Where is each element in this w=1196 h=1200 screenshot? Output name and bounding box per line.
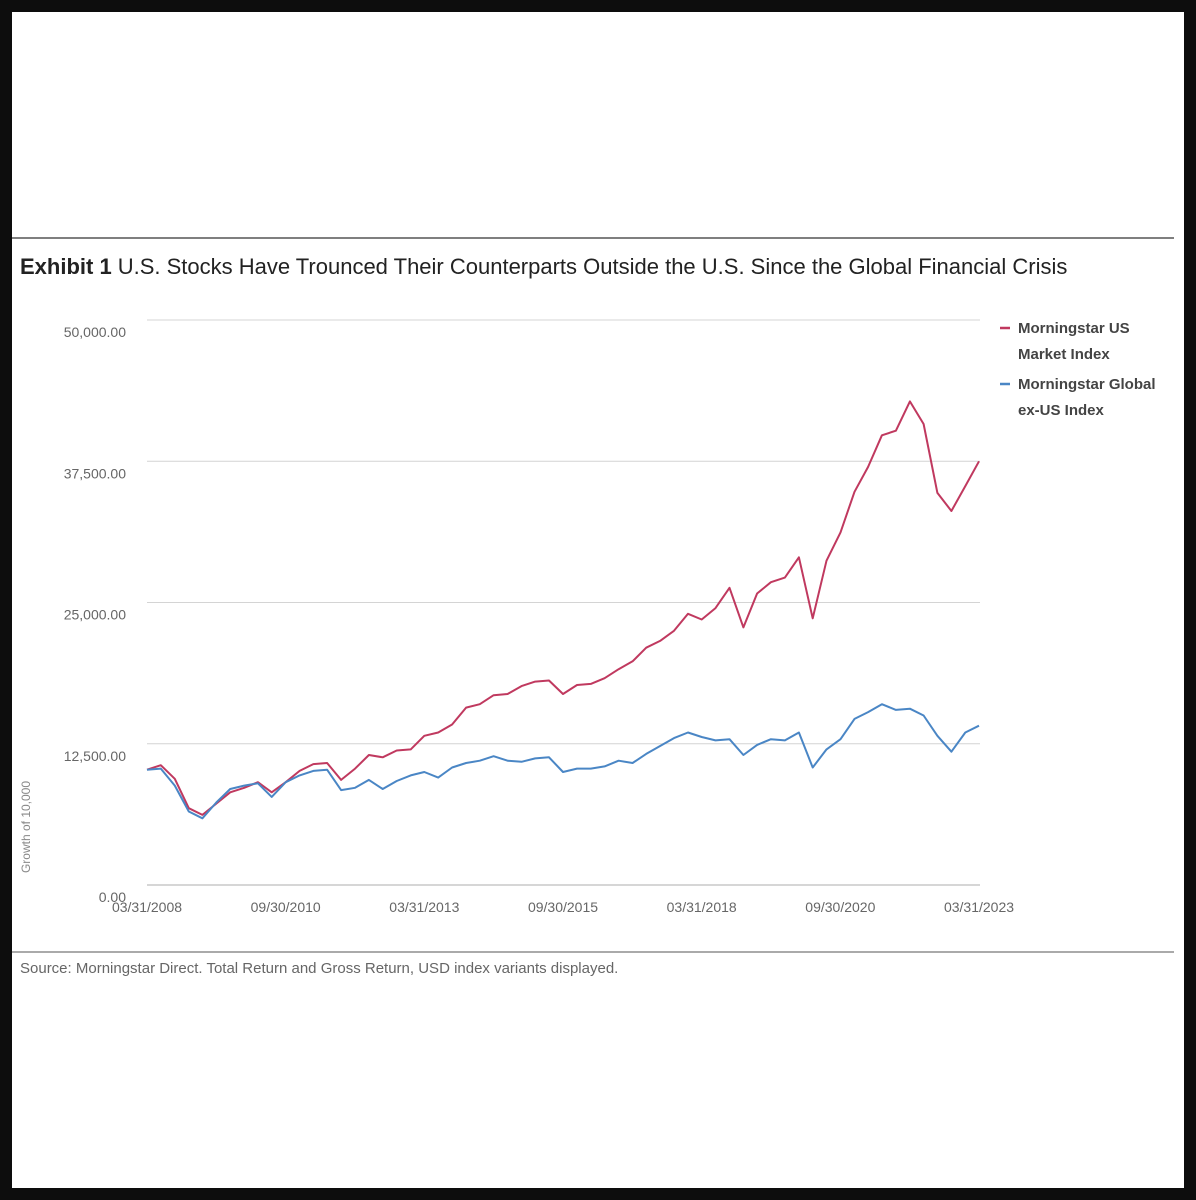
x-tick-label: 03/31/2018	[667, 899, 737, 915]
y-tick-label: 50,000.00	[64, 324, 126, 340]
exhibit-title: Exhibit 1 U.S. Stocks Have Trounced Their…	[20, 254, 1067, 279]
y-axis-title: Growth of 10,000	[19, 781, 33, 873]
series-lines	[146, 400, 980, 820]
y-tick-label: 12,500.00	[64, 748, 126, 764]
y-tick-label: 37,500.00	[64, 465, 126, 481]
legend: Morningstar US Market Index Morningstar Gl…	[1000, 320, 1156, 419]
x-tick-labels: 03/31/2008 09/30/2010 03/31/2013 09/30/2015…	[112, 899, 1014, 915]
exhibit-title-text: U.S. Stocks Have Trounced Their Counterp…	[118, 254, 1068, 279]
x-tick-label: 03/31/2008	[112, 899, 182, 915]
y-tick-labels: 0.00 12,500.00 25,000.00 37,500.00 50,000.00	[64, 324, 127, 905]
exhibit-figure: 0.00 12,500.00 25,000.00 37,500.00 50,000.00…	[12, 12, 1184, 1188]
series-line-global-ex-us	[146, 703, 980, 820]
x-tick-label: 03/31/2013	[389, 899, 459, 915]
y-tick-label: 0.00	[99, 889, 126, 905]
x-tick-label: 09/30/2020	[805, 899, 875, 915]
x-tick-label: 09/30/2015	[528, 899, 598, 915]
legend-label: Morningstar Global ex-US Index	[1018, 376, 1156, 419]
y-tick-label: 25,000.00	[64, 607, 126, 623]
legend-label: Morningstar US Market Index	[1018, 320, 1130, 363]
source-note: Source: Morningstar Direct. Total Return…	[20, 960, 618, 977]
series-line-us	[146, 400, 980, 816]
gridlines	[147, 319, 980, 886]
chart-canvas: 0.00 12,500.00 25,000.00 37,500.00 50,000.00…	[12, 237, 1174, 977]
x-tick-label: 09/30/2010	[251, 899, 321, 915]
x-tick-label: 03/31/2023	[944, 899, 1014, 915]
exhibit-label: Exhibit 1	[20, 254, 112, 279]
frame-lines	[12, 237, 1174, 953]
